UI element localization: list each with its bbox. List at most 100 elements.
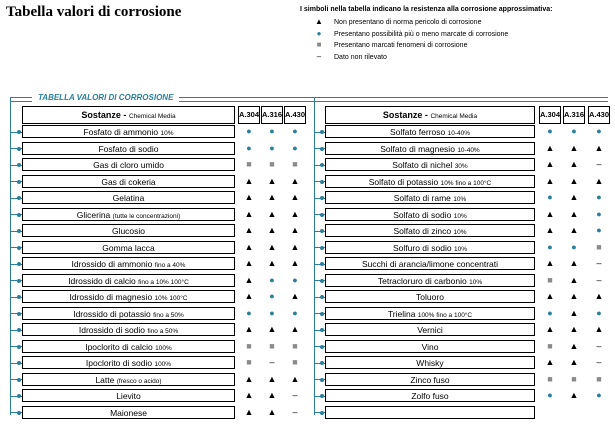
grade-symbol: ■ <box>269 340 275 351</box>
header-label: Sostanze - <box>382 110 428 120</box>
row-name: Solfato di zinco 10% <box>325 224 535 237</box>
grade-symbol: ▲ <box>244 241 254 252</box>
header-name: Sostanze - Chemical Media <box>22 106 235 124</box>
row-name: Zolfo fuso <box>325 389 535 402</box>
grade-symbol: ■ <box>596 241 602 252</box>
grade-symbol: ▲ <box>244 324 254 334</box>
grade-symbol: ● <box>547 307 553 318</box>
row-name: Fosfato di ammonio 10% <box>22 125 235 138</box>
substance-note: 10-40% <box>457 146 480 154</box>
row-connector <box>314 362 325 364</box>
grade-symbol: ▲ <box>594 324 604 334</box>
substance: Glucosio <box>111 226 146 236</box>
grade-symbol: ▲ <box>545 142 555 153</box>
grade-symbol: – <box>269 357 275 367</box>
grade-symbol: ● <box>269 291 275 301</box>
grade-symbol: ▲ <box>545 208 555 219</box>
substance: Solfato di nichel <box>392 160 453 170</box>
grade-symbol: ▲ <box>594 142 604 153</box>
grade-symbol: ▲ <box>290 373 300 384</box>
row-name: Vino <box>325 339 535 353</box>
grade-symbol: ● <box>246 142 252 153</box>
grade-symbol: ● <box>571 126 577 136</box>
substance-note: 100% fino a 100°C <box>417 311 473 319</box>
row-connector <box>314 247 325 248</box>
row-name: Solfato di rame 10% <box>325 191 535 204</box>
row-name: Solfato di magnesio 10-40% <box>325 141 535 155</box>
row-name: Lievito <box>22 389 235 402</box>
row-name: Tetracloruro di carbonio 10% <box>325 273 535 287</box>
row-dot <box>17 410 21 415</box>
grade-symbol: ▲ <box>244 291 254 301</box>
grade-symbol: ▲ <box>545 175 555 186</box>
row-name: Maionese <box>22 405 235 419</box>
grade-symbol: ● <box>269 126 275 136</box>
row-connector <box>314 131 325 133</box>
row-connector <box>10 230 22 232</box>
row-name: Solfato di sodio 10% <box>325 207 535 221</box>
grade-symbol: ▲ <box>267 225 277 235</box>
row-connector <box>10 181 22 182</box>
grade-symbol: ■ <box>292 357 298 367</box>
substance: Zinco fuso <box>410 374 450 385</box>
row-name: Gomma lacca <box>22 240 235 254</box>
substance-note: 10% <box>453 212 467 220</box>
substance: Trielina <box>387 308 416 319</box>
row-connector <box>10 247 22 248</box>
grade-symbol: ▲ <box>267 390 277 400</box>
grade-symbol: ▲ <box>267 324 277 334</box>
substance: Idrossido di calcio <box>68 275 136 286</box>
header-grade: A.304 <box>539 106 561 124</box>
row-connector <box>10 379 22 380</box>
row-connector <box>314 346 325 347</box>
row-dot <box>320 245 324 250</box>
substance-note: 10% <box>453 196 467 203</box>
substance: Latte <box>95 374 115 385</box>
grade-symbol: ▲ <box>545 357 555 367</box>
header-grade: A.316 <box>563 106 585 124</box>
grade-symbol: ● <box>596 390 602 400</box>
grade-symbol: ● <box>292 307 298 318</box>
row-dot <box>320 196 324 200</box>
grade-symbol: ▲ <box>290 291 300 301</box>
substance: Ipoclorito di sodio <box>85 358 153 368</box>
substance: Solfato di zinco <box>393 226 452 236</box>
row-dot <box>17 179 21 184</box>
row-dot <box>320 361 324 365</box>
row-name: Idrossido di potassio fino a 50% <box>22 306 235 320</box>
substance: Fosfato di sodio <box>98 143 159 154</box>
grade-symbol: ■ <box>547 274 553 285</box>
row-connector <box>314 329 325 331</box>
row-connector <box>314 395 325 397</box>
row-name: Zinco fuso <box>325 372 535 386</box>
row-dot <box>320 130 324 134</box>
row-connector <box>10 131 22 133</box>
grade-symbol: ▲ <box>290 225 300 235</box>
substance: Glicerina <box>76 209 111 220</box>
row-name: Gas di cloro umido <box>22 158 235 171</box>
substance-note: (tutte le concentrazioni) <box>112 212 181 220</box>
grade-symbol: ▲ <box>267 192 277 202</box>
legend-symbol: ▲ <box>315 17 323 26</box>
grade-symbol: ● <box>547 390 553 400</box>
row-name: Glucosio <box>22 224 235 237</box>
grade-symbol: ▲ <box>244 225 254 235</box>
header-note: Chemical Media <box>430 113 478 120</box>
grade-symbol: – <box>596 159 602 169</box>
row-name: Idrossido di ammonio fino a 40% <box>22 257 235 270</box>
substance-note: 10% 100°C <box>154 295 188 302</box>
grade-symbol: – <box>596 258 602 268</box>
row-connector <box>10 148 22 149</box>
grade-symbol: ▲ <box>569 274 579 285</box>
substance: Solfato ferroso <box>389 127 446 137</box>
row-connector <box>10 362 22 364</box>
grade-symbol: ● <box>292 274 298 285</box>
grade-symbol: ● <box>292 126 298 136</box>
row-name: Idrossido di magnesio 10% 100°C <box>22 290 235 303</box>
grade-symbol: ● <box>596 307 602 318</box>
grade-symbol: ▲ <box>569 258 579 268</box>
grade-symbol: ● <box>596 225 602 235</box>
grade-symbol: ● <box>547 241 553 252</box>
substance: Whisky <box>416 358 444 368</box>
